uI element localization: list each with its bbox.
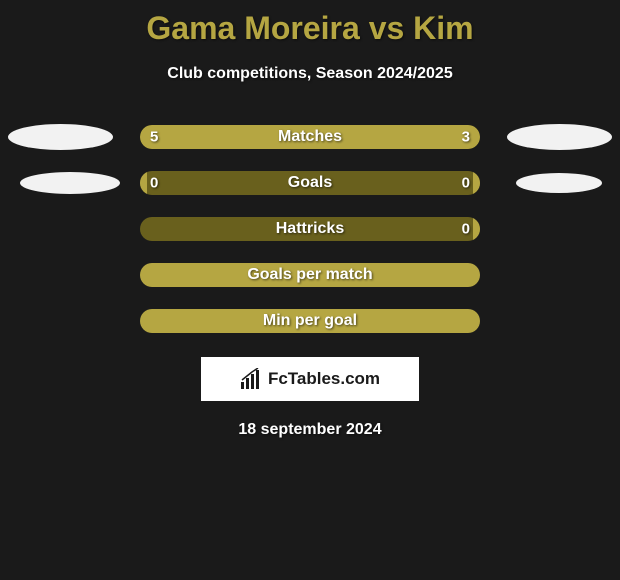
- ellipse-left: [8, 124, 113, 150]
- stat-row-goals: Goals 0 0: [0, 171, 620, 195]
- stat-row-hattricks: Hattricks 0: [0, 217, 620, 241]
- subtitle: Club competitions, Season 2024/2025: [0, 65, 620, 83]
- date-text: 18 september 2024: [0, 421, 620, 439]
- stat-row-matches: Matches 5 3: [0, 125, 620, 149]
- bar-full: Goals per match: [140, 263, 480, 287]
- value-right: 0: [462, 175, 470, 192]
- bar-label: Min per goal: [140, 312, 480, 330]
- bar-outer: Matches: [140, 125, 480, 149]
- bar-outer: Goals: [140, 171, 480, 195]
- ellipse-right: [516, 173, 602, 193]
- stat-rows: Matches 5 3 Goals 0 0 Hattricks 0 Goals …: [0, 125, 620, 333]
- value-right: 0: [462, 221, 470, 238]
- logo-text: FcTables.com: [268, 369, 380, 389]
- logo-box: FcTables.com: [201, 357, 419, 401]
- bar-label: Goals: [140, 174, 480, 192]
- bar-label: Goals per match: [140, 266, 480, 284]
- bar-full: Min per goal: [140, 309, 480, 333]
- value-left: 5: [150, 129, 158, 146]
- stat-row-min-per-goal: Min per goal: [0, 309, 620, 333]
- ellipse-right: [507, 124, 612, 150]
- bar-outer: Hattricks: [140, 217, 480, 241]
- bar-label: Hattricks: [140, 220, 480, 238]
- stat-row-goals-per-match: Goals per match: [0, 263, 620, 287]
- ellipse-left: [20, 172, 120, 194]
- chart-icon: [240, 368, 262, 390]
- page-title: Gama Moreira vs Kim: [0, 0, 620, 47]
- bar-label: Matches: [140, 128, 480, 146]
- value-left: 0: [150, 175, 158, 192]
- value-right: 3: [462, 129, 470, 146]
